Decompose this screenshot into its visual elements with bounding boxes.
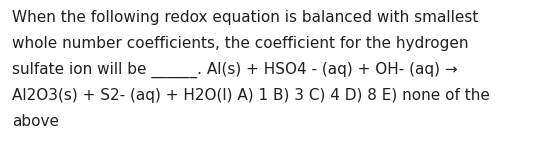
Text: When the following redox equation is balanced with smallest: When the following redox equation is bal… [12,10,478,25]
Text: above: above [12,114,59,129]
Text: Al2O3(s) + S2- (aq) + H2O(l) A) 1 B) 3 C) 4 D) 8 E) none of the: Al2O3(s) + S2- (aq) + H2O(l) A) 1 B) 3 C… [12,88,490,103]
Text: whole number coefficients, the coefficient for the hydrogen: whole number coefficients, the coefficie… [12,36,469,51]
Text: sulfate ion will be ______. Al(s) + HSO4 - (aq) + OH- (aq) →: sulfate ion will be ______. Al(s) + HSO4… [12,62,458,78]
